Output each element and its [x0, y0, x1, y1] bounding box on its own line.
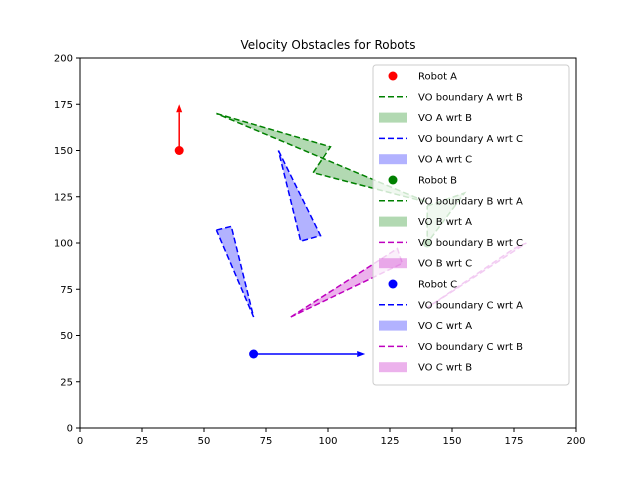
x-tick-label-2: 50 [198, 436, 211, 447]
y-tick-label-6: 150 [54, 146, 73, 157]
legend-marker-0 [388, 71, 398, 81]
x-tick-label-7: 175 [504, 436, 523, 447]
y-tick-label-2: 50 [60, 331, 73, 342]
velocity-arrowhead-0 [176, 104, 183, 113]
vo-boundary-4 [215, 225, 255, 318]
legend-patch-12 [379, 320, 407, 331]
legend-label-6: VO boundary B wrt A [418, 196, 523, 207]
legend-label-0: Robot A [418, 72, 457, 83]
legend-label-8: VO boundary B wrt C [418, 238, 523, 249]
y-tick-label-7: 175 [54, 100, 73, 111]
x-tick-label-0: 0 [77, 436, 83, 447]
x-tick-label-3: 75 [260, 436, 273, 447]
legend-label-4: VO A wrt C [418, 155, 472, 166]
legend-patch-7 [379, 216, 407, 227]
y-tick-label-8: 200 [54, 54, 73, 65]
x-tick-label-5: 125 [380, 436, 399, 447]
legend-label-5: Robot B [418, 176, 457, 187]
legend-patch-4 [379, 154, 407, 165]
vo-region-1 [278, 150, 321, 242]
x-tick-label-4: 100 [318, 436, 337, 447]
x-tick-label-8: 200 [566, 436, 585, 447]
vo-boundary-1 [277, 150, 322, 243]
robot-point-2 [249, 349, 259, 359]
y-tick-label-0: 0 [67, 424, 73, 435]
legend-marker-5 [388, 175, 398, 185]
legend-box [372, 64, 570, 386]
legend-label-7: VO B wrt A [418, 217, 472, 228]
y-axis: 0 25 50 75 100 125 150 175 200 [54, 54, 80, 435]
x-axis: 0 25 50 75 100 125 150 175 200 [77, 428, 586, 447]
legend-label-13: VO boundary C wrt B [418, 342, 523, 353]
x-tick-label-1: 25 [136, 436, 149, 447]
legend-label-14: VO C wrt B [418, 363, 472, 374]
legend: Robot A VO boundary A wrt B VO A wrt B VO b… [372, 64, 570, 386]
legend-patch-2 [379, 112, 407, 123]
legend-label-1: VO boundary A wrt B [418, 92, 523, 103]
y-tick-label-3: 75 [60, 285, 73, 296]
legend-label-9: VO B wrt C [418, 259, 472, 270]
velocity-arrowhead-2 [357, 351, 366, 357]
legend-patch-14 [379, 362, 407, 373]
legend-label-10: Robot C [418, 280, 457, 291]
legend-patch-9 [379, 258, 407, 269]
legend-label-11: VO boundary C wrt A [418, 300, 523, 311]
legend-label-2: VO A wrt B [418, 113, 472, 124]
robot-point-0 [174, 146, 184, 155]
chart-title: Velocity Obstacles for Robots [240, 38, 415, 52]
vo-boundary-0 [216, 112, 428, 204]
y-tick-label-4: 100 [54, 239, 73, 250]
legend-label-3: VO boundary A wrt C [418, 134, 523, 145]
x-tick-label-6: 150 [442, 436, 461, 447]
y-tick-label-5: 125 [54, 192, 73, 203]
vo-boundary-3 [290, 247, 404, 318]
legend-label-12: VO C wrt A [418, 321, 472, 332]
y-tick-label-1: 25 [60, 377, 73, 388]
legend-marker-10 [388, 279, 398, 289]
